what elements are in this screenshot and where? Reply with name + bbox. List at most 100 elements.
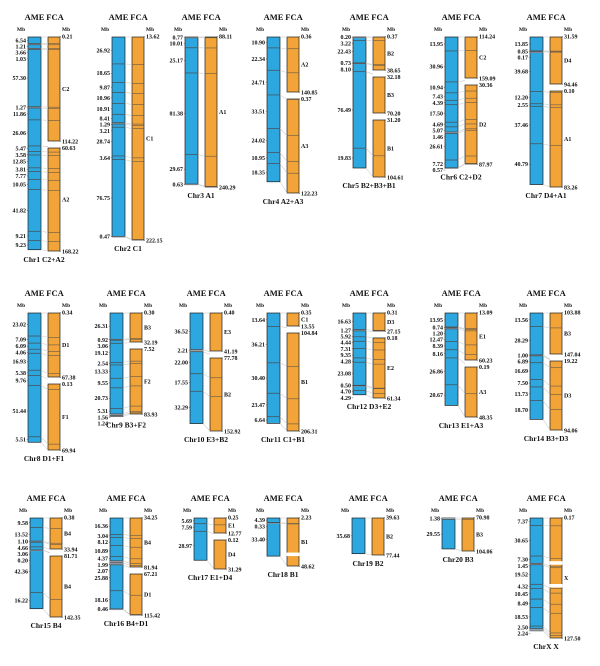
ame-tick-label: 33.40 [252, 537, 266, 543]
ame-tick-label: 13.95 [430, 42, 444, 48]
fca-block [47, 383, 61, 451]
fca-header: FCA [203, 12, 221, 22]
ame-header: AME [107, 288, 127, 298]
synteny-connector [542, 103, 551, 106]
chromosome-caption: Chr13 E1+A3 [439, 421, 484, 430]
ame-tick-label: 10.90 [252, 40, 266, 46]
ame-tick-label: 0.33 [255, 524, 266, 530]
ame-tick-label: 36.21 [252, 343, 266, 349]
fca-segment-label: A2 [62, 198, 69, 204]
synteny-connector [124, 122, 133, 125]
fca-segment-label: B4 [144, 541, 151, 547]
ame-tick-label: 17.50 [430, 111, 444, 117]
ame-header: AME [527, 12, 547, 22]
ame-tick-label: 20.67 [430, 393, 444, 399]
mb-unit-right: Mb [219, 27, 227, 33]
ame-tick-label: 5.47 [16, 147, 27, 153]
synteny-connector [542, 400, 551, 410]
fca-segment-label: B2 [224, 393, 231, 399]
fca-header: FCA [212, 493, 230, 503]
synteny-connector [279, 393, 288, 400]
synteny-connector [365, 62, 374, 65]
synteny-connector [40, 348, 49, 352]
ame-tick-label: 26.61 [430, 145, 444, 151]
fca-tick-label: 0.17 [564, 516, 575, 522]
ame-tick-label: 13.52 [15, 532, 29, 538]
chromosome-caption: Chr14 B3+D3 [524, 434, 569, 443]
fca-header: FCA [548, 12, 566, 22]
fca-segment-label: F1 [62, 415, 69, 421]
ame-tick-label: 28.74 [97, 140, 111, 146]
fca-segment-label: B3 [564, 332, 571, 338]
synteny-connector [365, 330, 374, 332]
mb-unit-right: Mb [386, 508, 394, 514]
fca-block [371, 517, 385, 556]
chromosome-caption: Chr1 C2+A2 [23, 255, 64, 264]
fca-block [129, 573, 143, 616]
fca-block [131, 36, 145, 241]
ame-tick-label: 0.74 [433, 325, 444, 331]
fca-header: FCA [128, 288, 146, 298]
mb-unit-left: Mb [256, 508, 264, 514]
ame-header: AME [527, 493, 547, 503]
ame-tick-label: 0.92 [98, 338, 109, 344]
ame-bar [193, 517, 208, 561]
fca-segment-label: A3 [479, 390, 486, 396]
ame-tick-label: 30.65 [515, 539, 529, 545]
ame-tick-label: 1.45 [518, 564, 529, 570]
mb-unit-right: Mb [301, 27, 309, 33]
fca-block [464, 312, 478, 361]
synteny-connector [40, 151, 49, 153]
ame-bar [351, 517, 366, 555]
ame-tick-label: 1.29 [100, 123, 111, 129]
ame-bar [444, 312, 459, 406]
ame-tick-label: 3.64 [100, 156, 111, 162]
synteny-connector [279, 47, 288, 50]
ame-tick-label: 26.92 [97, 48, 111, 54]
chromosome-Chr18: AME FCA Mb Mb 4.390.33 33.40 2.23 B1 48.62Chr18 … [252, 493, 315, 579]
ame-tick-label: 0.77 [173, 35, 184, 41]
fca-tick-label: 48.62 [301, 565, 315, 571]
chromosome-caption: Chr6 C2+D2 [440, 172, 481, 181]
ame-tick-label: 2.24 [518, 632, 529, 638]
fca-segment-label: C1 [146, 137, 153, 143]
fca-block [372, 312, 386, 332]
synteny-connector [365, 361, 374, 365]
ame-tick-label: 10.91 [97, 107, 111, 113]
synteny-connector [122, 385, 131, 389]
ame-tick-label: 4.69 [433, 123, 444, 129]
ame-tick-label: 16.22 [15, 599, 29, 605]
synteny-connector [365, 336, 374, 339]
mb-unit-right: Mb [301, 508, 309, 514]
ame-tick-label: 0.20 [341, 35, 352, 41]
fca-segment-label: A1 [564, 137, 571, 143]
ame-tick-label: 51.44 [13, 409, 27, 415]
fca-segment-label: B3 [387, 93, 394, 99]
synteny-connector [124, 114, 133, 116]
chromosome-caption: Chr7 D4+A1 [525, 191, 566, 200]
chromosome-caption: Chr16 B4+D1 [104, 619, 149, 628]
fca-tick-label: 38.65 [387, 69, 401, 75]
fca-tick-label: 34.25 [144, 516, 158, 522]
ame-tick-label: 23.02 [13, 323, 27, 329]
ame-tick-label: 25.17 [170, 58, 184, 64]
synteny-connector [124, 82, 133, 84]
fca-block [47, 36, 61, 142]
chromosome-caption: ChrX X [533, 642, 559, 651]
ame-tick-label: 5.51 [16, 438, 27, 444]
fca-block [129, 517, 143, 568]
fca-block [213, 539, 227, 570]
chromosome-Chr17: AME FCA Mb Mb 5.697.59 28.97 0.25 E1 12.770.12 D4… [179, 493, 242, 582]
ame-tick-label: 1.03 [16, 57, 27, 63]
ame-header: AME [442, 288, 462, 298]
synteny-connector [542, 106, 551, 108]
ame-small-band [445, 131, 458, 134]
synteny-connector [122, 560, 131, 564]
ame-tick-label: 4.66 [18, 546, 29, 552]
chromosome-caption: Chr2 C1 [114, 244, 142, 253]
fca-tick-label: 30.36 [479, 83, 493, 89]
ame-tick-label: 4.70 [341, 390, 352, 396]
synteny-connector [365, 71, 374, 75]
ame-tick-label: 8.12 [98, 540, 109, 546]
